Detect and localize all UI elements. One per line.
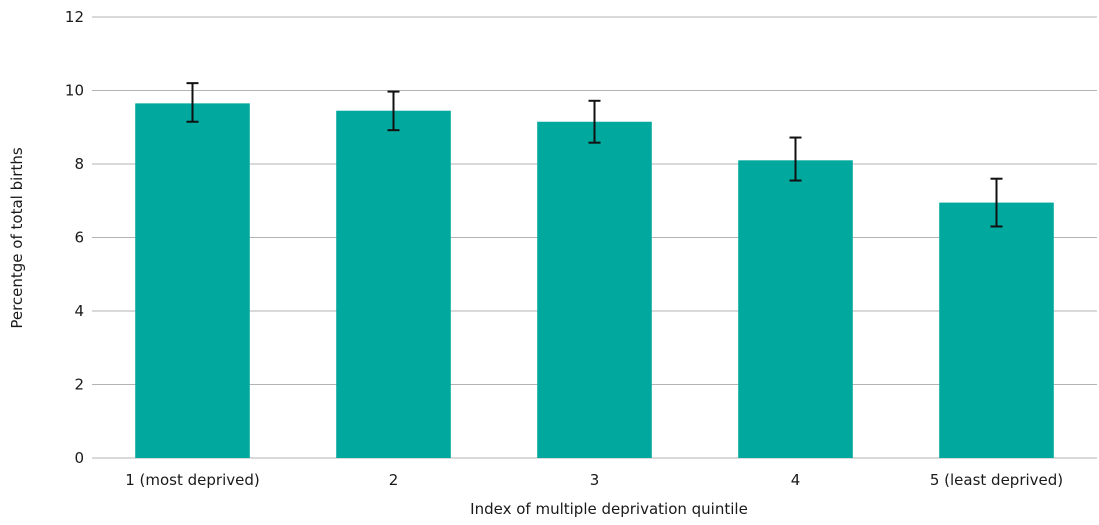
- bar: [336, 110, 451, 459]
- y-tick-label: 8: [74, 155, 84, 173]
- x-axis-title: Index of multiple deprivation quintile: [470, 500, 748, 518]
- bar: [135, 103, 250, 459]
- x-tick-label: 3: [590, 471, 600, 489]
- error-bar: [789, 136, 802, 182]
- y-tick-label: 4: [74, 302, 84, 320]
- y-axis-title: Percentge of total births: [8, 147, 26, 328]
- error-bar: [588, 99, 601, 144]
- x-tick-label: 1 (most deprived): [125, 471, 260, 489]
- y-tick-label: 6: [74, 229, 84, 247]
- error-bars: [186, 82, 1003, 228]
- y-tick-label: 2: [74, 376, 84, 394]
- bar: [939, 202, 1054, 458]
- y-tick-label: 12: [65, 8, 84, 26]
- bar: [537, 121, 652, 459]
- y-tick-label: 10: [65, 82, 84, 100]
- bars: [135, 103, 1054, 459]
- bar: [738, 160, 853, 458]
- x-axis-tick-labels: 1 (most deprived) 2 3 4 5 (least deprived): [125, 471, 1063, 489]
- y-tick-label: 0: [74, 449, 84, 467]
- y-axis-tick-labels: 0 2 4 6 8 10 12: [65, 8, 84, 467]
- error-bar: [990, 177, 1003, 228]
- error-bar: [186, 82, 199, 123]
- error-bar: [387, 90, 400, 132]
- x-tick-label: 5 (least deprived): [930, 471, 1063, 489]
- x-tick-label: 4: [791, 471, 801, 489]
- x-tick-label: 2: [389, 471, 399, 489]
